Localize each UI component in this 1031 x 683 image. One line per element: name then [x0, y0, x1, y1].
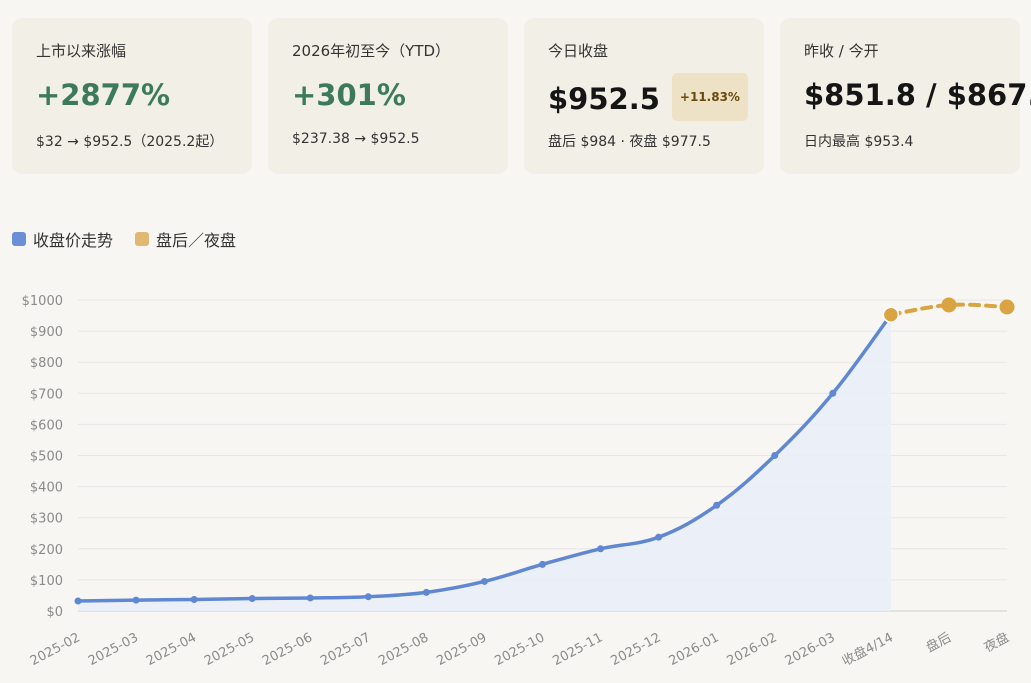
close-price-row: $952.5 +11.83% — [548, 73, 748, 121]
close-price-point — [306, 594, 314, 602]
x-tick-label: 2025-09 — [434, 630, 489, 669]
card-subtext: $237.38 → $952.5 — [292, 131, 420, 147]
chart-legend: 收盘价走势 盘后／夜盘 — [12, 227, 258, 251]
card-prev-open: 昨收 / 今开 $851.8 / $867.1 日内最高 $953.4 — [780, 18, 1031, 174]
legend-item-close[interactable]: 收盘价走势 — [12, 227, 113, 251]
close-price-point — [74, 597, 82, 605]
y-tick-label: $900 — [30, 325, 63, 340]
legend-swatch — [135, 232, 150, 246]
x-tick-label: 盘后 — [923, 629, 953, 655]
x-tick-label: 2026-01 — [667, 630, 722, 669]
total-gain-value: +2877% — [36, 78, 171, 112]
x-tick-label: 2025-03 — [86, 630, 141, 669]
x-tick-label: 收盘4/14 — [839, 629, 895, 669]
card-today-close: 今日收盘 $952.5 +11.83% 盘后 $984 · 夜盘 $977.5 — [524, 18, 764, 174]
y-tick-label: $300 — [30, 512, 63, 527]
legend-label: 收盘价走势 — [33, 231, 114, 250]
card-label: 上市以来涨幅 — [36, 42, 127, 60]
y-tick-label: $800 — [30, 356, 63, 371]
close-price-point — [771, 452, 779, 459]
close-price-point — [422, 588, 430, 596]
card-ytd: 2026年初至今（YTD） +301% $237.38 → $952.5 — [268, 18, 508, 174]
y-tick-label: $500 — [30, 450, 63, 465]
area-fill — [78, 314, 891, 611]
x-tick-label: 2025-05 — [202, 630, 257, 669]
close-price-point — [364, 593, 372, 601]
x-tick-label: 2025-04 — [144, 630, 199, 669]
x-tick-label: 2026-03 — [783, 630, 838, 669]
y-tick-label: $700 — [30, 387, 63, 402]
x-tick-label: 2025-07 — [318, 630, 373, 669]
extended-hours-point — [882, 306, 900, 324]
extended-hours-point — [999, 299, 1015, 315]
x-tick-label: 2025-12 — [608, 630, 663, 669]
card-label: 昨收 / 今开 — [804, 42, 879, 60]
close-price-point — [655, 533, 663, 541]
legend-swatch — [12, 232, 26, 246]
y-tick-label: $600 — [30, 418, 63, 433]
close-price-value: $952.5 — [548, 82, 660, 116]
close-price-point — [713, 501, 721, 509]
y-tick-label: $100 — [30, 574, 63, 589]
close-price-point — [597, 545, 605, 553]
x-tick-label: 夜盘 — [981, 629, 1011, 655]
x-tick-label: 2025-02 — [28, 630, 83, 669]
legend-label: 盘后／夜盘 — [156, 231, 237, 250]
y-tick-label: $200 — [30, 543, 63, 558]
legend-item-extended[interactable]: 盘后／夜盘 — [135, 227, 236, 251]
y-tick-label: $0 — [46, 605, 63, 620]
extended-hours-point — [941, 297, 957, 313]
ytd-value: +301% — [292, 78, 406, 112]
close-price-point — [132, 596, 140, 604]
x-tick-label: 2025-11 — [550, 630, 605, 669]
card-label: 2026年初至今（YTD） — [292, 42, 451, 60]
change-badge: +11.83% — [671, 73, 748, 121]
x-tick-label: 2025-06 — [260, 630, 315, 669]
x-tick-label: 2025-10 — [492, 630, 547, 669]
prev-open-value: $851.8 / $867.1 — [804, 78, 1031, 112]
close-price-point — [480, 577, 488, 585]
card-label: 今日收盘 — [548, 42, 609, 60]
close-price-point — [190, 595, 198, 603]
card-subtext: 日内最高 $953.4 — [804, 134, 914, 150]
close-price-point — [829, 389, 837, 397]
y-tick-label: $400 — [30, 481, 63, 496]
x-tick-label: 2025-08 — [376, 630, 431, 669]
close-price-point — [539, 560, 546, 568]
x-tick-label: 2026-02 — [725, 630, 780, 669]
card-total-gain: 上市以来涨幅 +2877% $32 → $952.5（2025.2起） — [12, 18, 252, 174]
close-price-point — [248, 595, 256, 603]
y-tick-label: $1000 — [22, 294, 63, 309]
card-subtext: 盘后 $984 · 夜盘 $977.5 — [548, 134, 711, 150]
card-subtext: $32 → $952.5（2025.2起） — [36, 134, 224, 150]
